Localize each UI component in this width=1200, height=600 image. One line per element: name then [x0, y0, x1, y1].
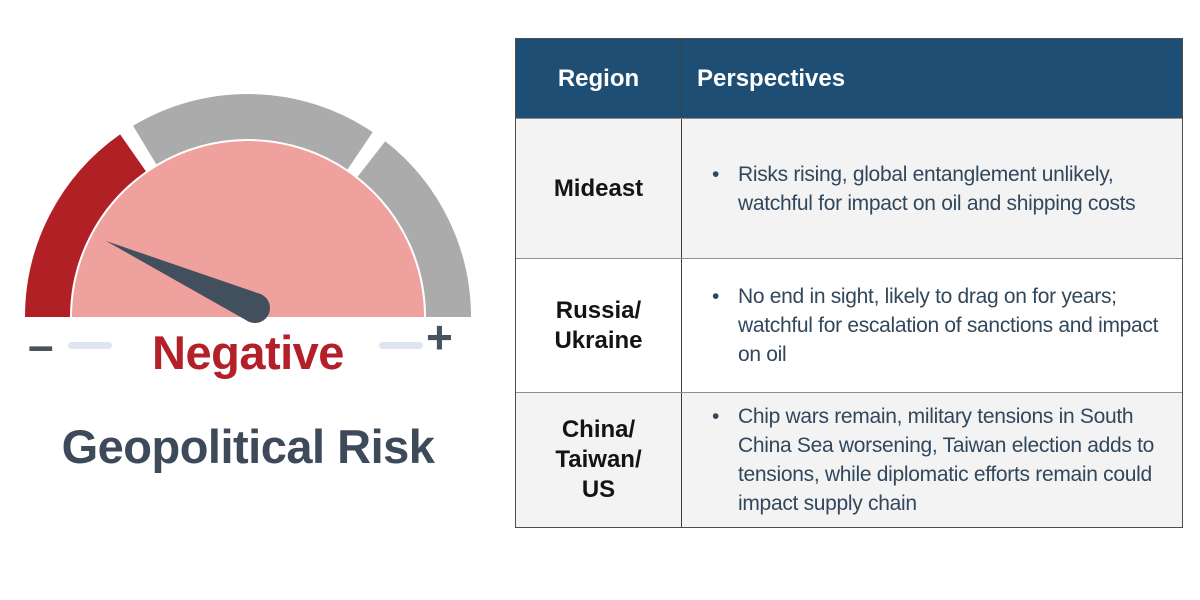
perspectives-header-label: Perspectives [697, 64, 846, 92]
perspectives-table: Region Perspectives Mideast • Risks risi… [515, 38, 1183, 528]
gauge-tick-left [68, 342, 112, 349]
region-cell: Mideast [516, 119, 682, 258]
gauge-minus-label: – [28, 319, 54, 371]
region-header-label: Region [557, 64, 640, 92]
perspective-text: Risks rising, global entanglement unlike… [738, 162, 1136, 215]
perspective-text: No end in sight, likely to drag on for y… [738, 285, 1159, 366]
gauge-arc-neutral-mid [133, 94, 373, 170]
bullet-icon: • [712, 405, 720, 428]
region-label: China/ Taiwan/ US [555, 416, 642, 503]
gauge-needle [106, 241, 270, 323]
table-row-mideast: Mideast • Risks rising, global entanglem… [516, 118, 1182, 258]
perspective-text: Chip wars remain, military tensions in S… [738, 405, 1155, 515]
table-row-russia-ukraine: Russia/ Ukraine • No end in sight, likel… [516, 258, 1182, 392]
bullet-item: • Chip wars remain, military tensions in… [712, 402, 1179, 518]
region-cell: Russia/ Ukraine [516, 259, 682, 392]
gauge-status-label: Negative [152, 326, 344, 379]
bullet-item: • No end in sight, likely to drag on for… [712, 282, 1179, 369]
gauge-plus-label: + [426, 311, 453, 363]
region-label: Russia/ Ukraine [554, 296, 643, 354]
gauge-arc-negative [25, 134, 147, 318]
bullet-icon: • [712, 162, 720, 186]
gauge-tick-right [379, 342, 423, 349]
perspectives-column-header: Perspectives [682, 39, 1182, 118]
gauge-title: Geopolitical Risk [61, 420, 435, 473]
gauge-inner-fill [72, 141, 424, 317]
region-cell: China/ Taiwan/ US [516, 393, 682, 527]
gauge-arc-neutral-right [357, 141, 471, 318]
perspective-cell: • Risks rising, global entanglement unli… [682, 119, 1182, 258]
region-column-header: Region [516, 39, 682, 118]
perspective-cell: • Chip wars remain, military tensions in… [682, 393, 1182, 527]
region-label: Mideast [553, 174, 644, 202]
gauge-panel: – Negative + Geopolitical Risk [0, 0, 500, 600]
bullet-item: • Risks rising, global entanglement unli… [712, 160, 1179, 218]
perspective-cell: • No end in sight, likely to drag on for… [682, 259, 1182, 392]
table-header-row: Region Perspectives [516, 39, 1182, 118]
table-row-china-taiwan-us: China/ Taiwan/ US • Chip wars remain, mi… [516, 392, 1182, 527]
risk-gauge [25, 94, 471, 323]
bullet-icon: • [712, 285, 720, 308]
